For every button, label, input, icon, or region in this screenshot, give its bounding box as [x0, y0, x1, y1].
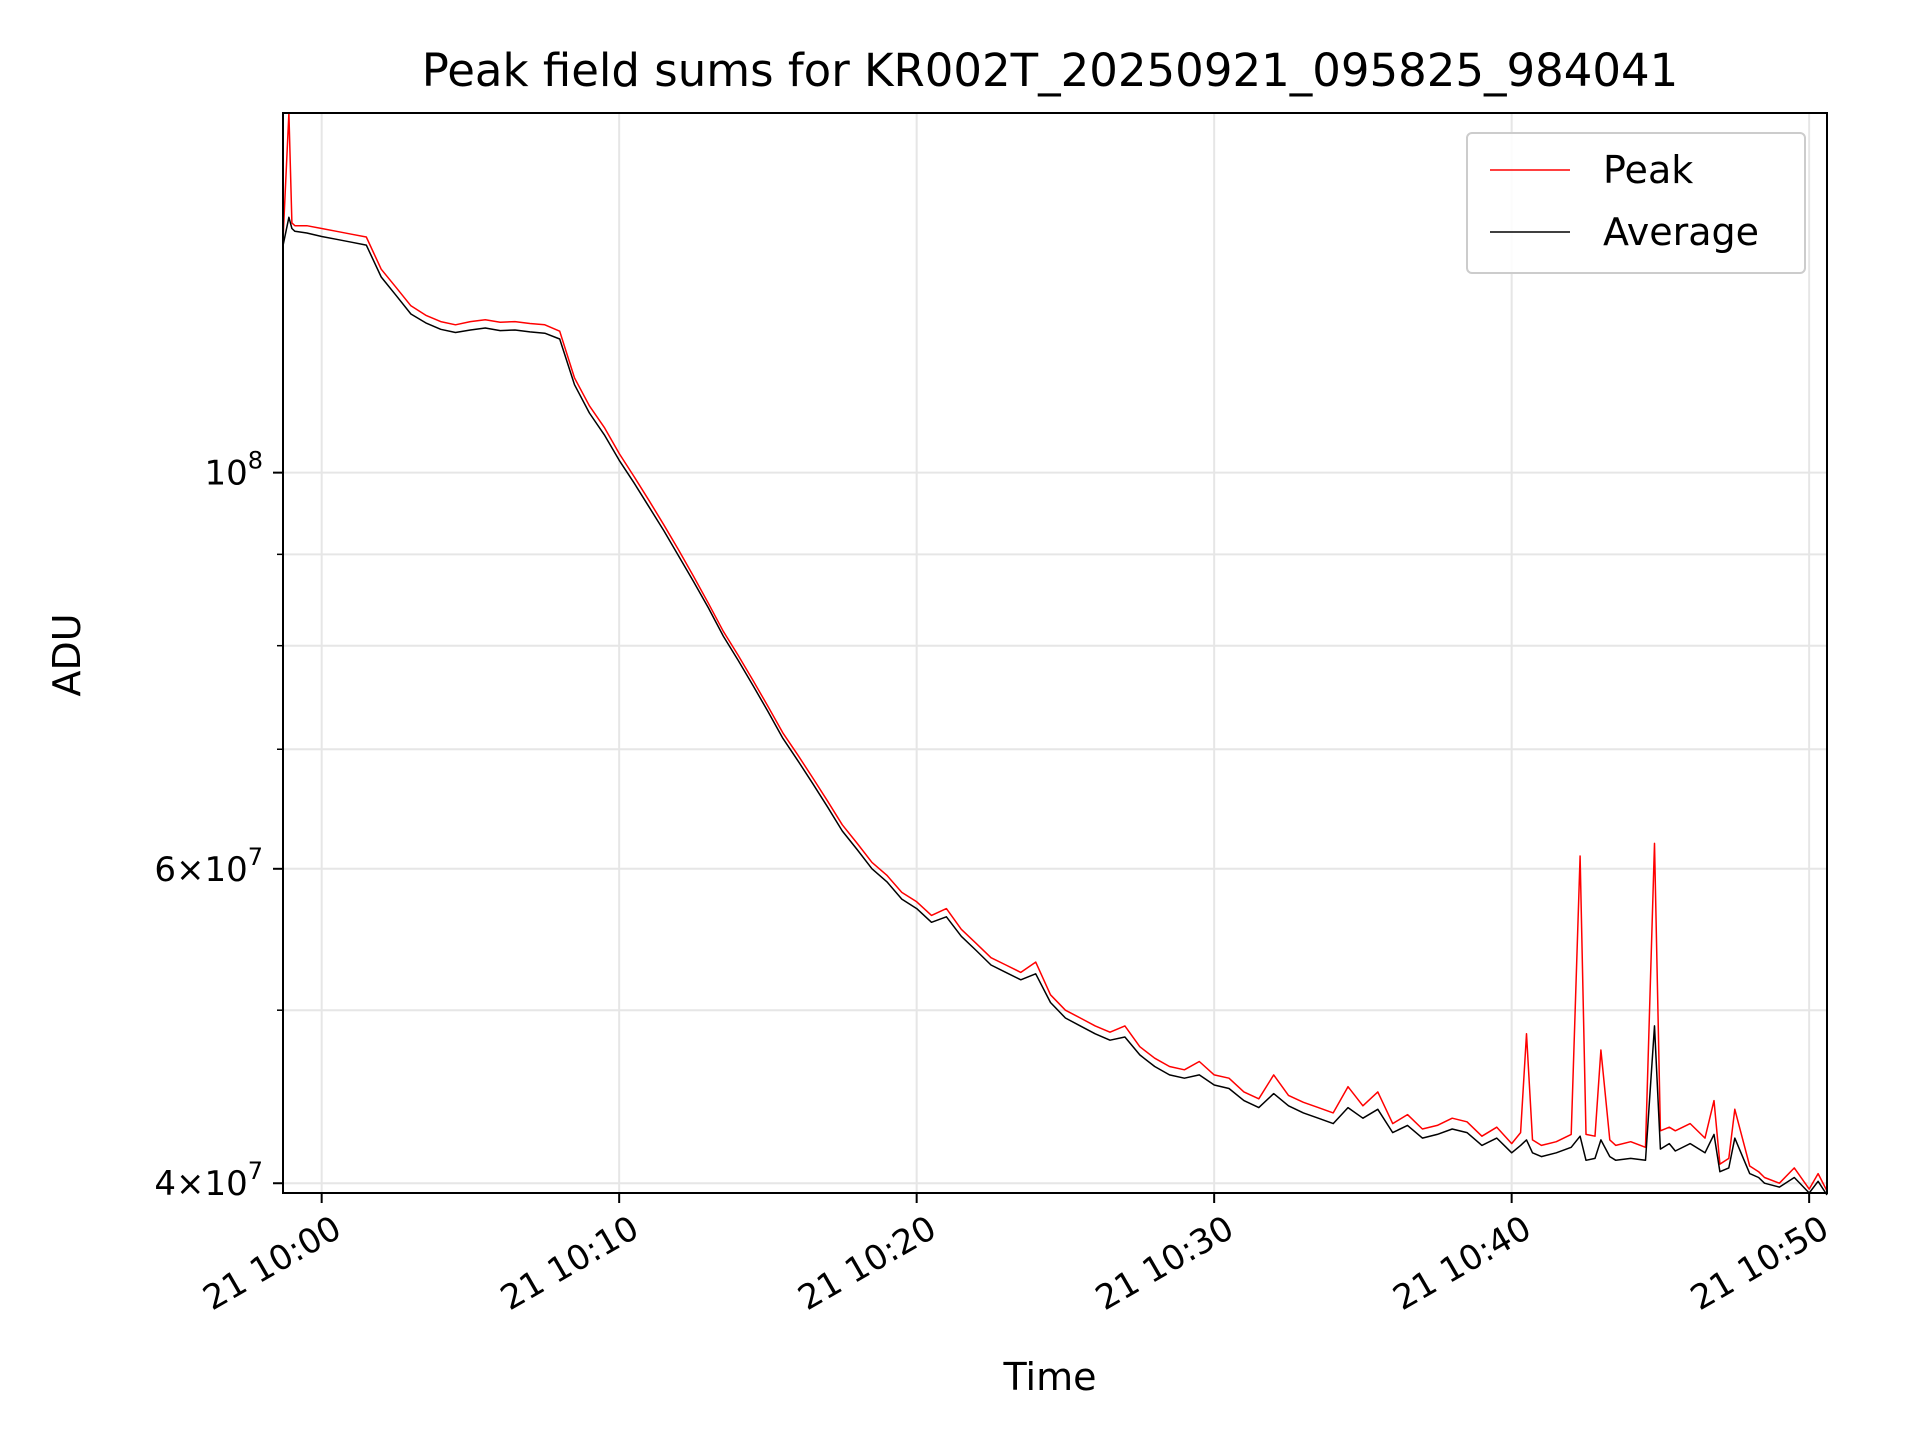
y-tick-label-exponent: 7 [248, 843, 263, 871]
legend-label-peak: Peak [1603, 148, 1693, 192]
grid [283, 113, 1827, 1193]
y-tick-label: 108 [204, 447, 263, 494]
y-tick-label-mantissa: 6× [154, 850, 204, 890]
plot-frame [282, 112, 1828, 1194]
y-tick-label-base: 10 [204, 850, 247, 890]
y-tick-label-base: 10 [204, 454, 247, 494]
x-axis-label: Time [1003, 1355, 1097, 1399]
legend: Peak Average [1466, 132, 1806, 274]
y-tick-label-exponent: 7 [248, 1157, 263, 1185]
series-lines [282, 112, 1828, 1196]
y-tick-label: 6×107 [154, 843, 263, 890]
y-tick-label-base: 10 [204, 1164, 247, 1204]
series-line-peak [282, 112, 1828, 1192]
y-tick-label-exponent: 8 [248, 447, 263, 475]
chart-title: Peak field sums for KR002T_20250921_0958… [422, 44, 1679, 97]
legend-box [1466, 132, 1806, 274]
series-line-average [282, 216, 1828, 1196]
y-tick-label: 4×107 [154, 1157, 263, 1204]
y-axis-label: ADU [45, 613, 89, 696]
legend-label-average: Average [1603, 210, 1759, 254]
y-tick-label-mantissa: 4× [154, 1164, 204, 1204]
